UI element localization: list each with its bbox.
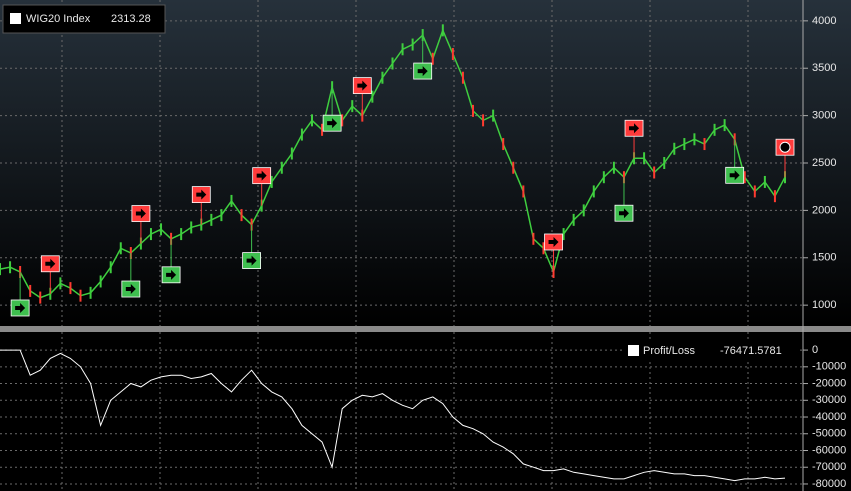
y-tick-label: -80000 <box>812 478 846 490</box>
signal-icon <box>196 189 207 200</box>
signal-icon <box>327 118 338 129</box>
legend-swatch <box>628 345 639 356</box>
panel-divider <box>0 326 851 332</box>
signal-marker <box>352 77 372 95</box>
y-tick-label: 4000 <box>812 15 836 27</box>
legend-name: WIG20 Index <box>26 13 91 25</box>
y-tick-label: -70000 <box>812 461 846 473</box>
signal-icon <box>15 302 26 313</box>
y-tick-label: -40000 <box>812 411 846 423</box>
signal-marker <box>131 205 151 222</box>
signal-icon <box>779 141 791 153</box>
signal-icon <box>166 269 177 280</box>
y-tick-label: -30000 <box>812 394 846 406</box>
signal-marker <box>40 255 60 273</box>
signal-marker <box>10 299 30 317</box>
signal-marker <box>191 186 211 203</box>
legend-box <box>622 341 800 361</box>
y-tick-label: 1500 <box>812 252 836 264</box>
signal-marker <box>322 114 342 132</box>
signal-marker <box>242 252 262 269</box>
signal-marker <box>614 204 634 222</box>
signal-icon <box>548 236 559 247</box>
signal-marker <box>252 167 272 185</box>
signal-icon <box>45 258 56 269</box>
y-tick-label: -50000 <box>812 428 846 440</box>
y-tick-label: 3500 <box>812 62 836 74</box>
signal-icon <box>618 208 629 219</box>
signal-marker <box>544 233 563 251</box>
signal-icon <box>246 255 257 266</box>
legend: WIG20 Index 2313.28 <box>2 4 166 34</box>
y-tick-label: -10000 <box>812 361 846 373</box>
signal-marker <box>725 166 745 184</box>
signal-icon <box>417 66 428 77</box>
signal-marker <box>624 119 644 137</box>
signal-icon <box>135 208 146 219</box>
y-tick-label: -60000 <box>812 444 846 456</box>
y-tick-label: 1000 <box>812 299 836 311</box>
legend-swatch <box>10 13 21 24</box>
legend-value: -76471.5781 <box>720 345 782 357</box>
series-line <box>0 349 786 482</box>
legend-name: Profit/Loss <box>643 345 695 357</box>
legend-box <box>2 4 166 34</box>
y-tick-label: 2500 <box>812 157 836 169</box>
y-tick-label: 2000 <box>812 204 836 216</box>
y-tick-label: 3000 <box>812 110 836 122</box>
signal-icon <box>629 123 640 134</box>
signal-marker <box>121 280 141 298</box>
signal-icon <box>357 80 368 91</box>
y-tick-label: -20000 <box>812 377 846 389</box>
signal-marker <box>161 266 181 284</box>
signal-marker <box>413 62 433 80</box>
y-tick-label: 0 <box>812 344 818 356</box>
signal-icon <box>729 170 740 181</box>
signal-marker <box>775 138 795 156</box>
signal-icon <box>125 284 136 295</box>
legend: Profit/Loss -76471.5781 <box>622 341 800 361</box>
signal-icon <box>256 170 267 181</box>
legend-value: 2313.28 <box>111 13 151 25</box>
